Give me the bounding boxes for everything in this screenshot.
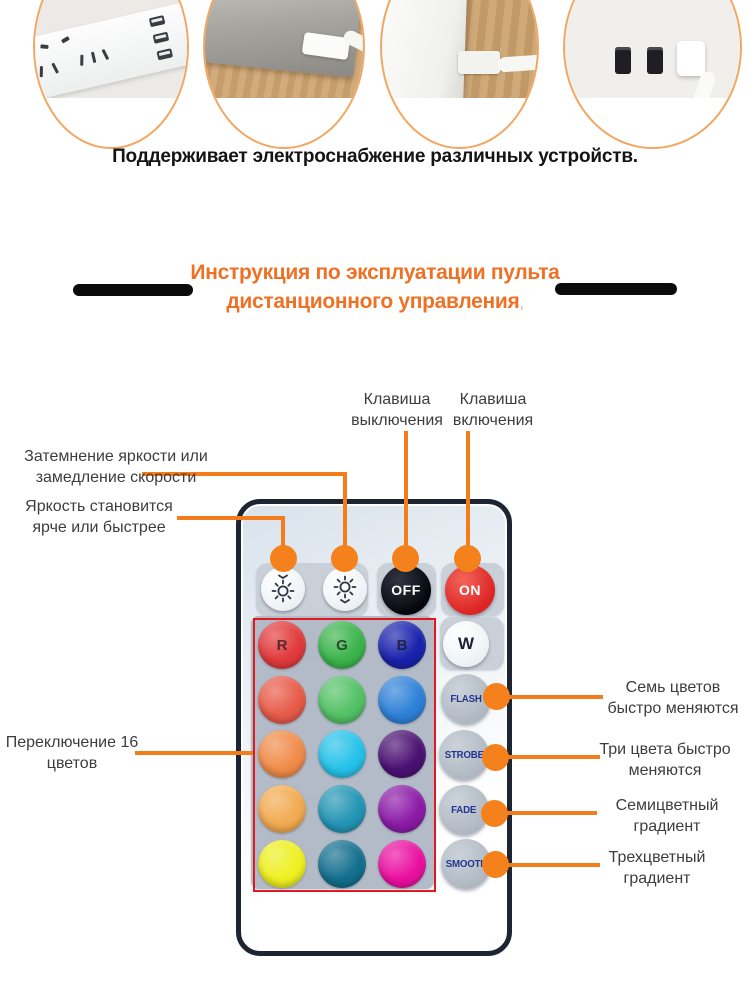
strobe-callout-dot	[482, 744, 509, 771]
bright-callout-line-v	[281, 516, 285, 558]
colors16-callout-line	[135, 751, 253, 755]
smooth-callout-label: Трехцветный градиент	[608, 849, 706, 887]
hero-caption: Поддерживает электроснабжение различных …	[112, 146, 638, 167]
color-button-3-b[interactable]: B	[378, 621, 426, 670]
section-title-line2: дистанционного управления,	[226, 290, 524, 313]
on-button[interactable]: ON	[445, 565, 495, 615]
color-button-5[interactable]	[318, 675, 366, 724]
usb-charger-graphic	[565, 0, 740, 98]
color-button-label: B	[396, 636, 408, 654]
dim-callout-label: Затемнение яркости или замедление скорос…	[24, 448, 208, 486]
fade-callout-line	[495, 811, 597, 815]
color-button-2-g[interactable]: G	[318, 621, 366, 670]
color-button-4[interactable]	[258, 675, 306, 724]
off-button[interactable]: OFF	[381, 565, 431, 615]
smooth-callout-dot	[482, 851, 509, 878]
color-button-14[interactable]	[318, 839, 366, 888]
colors16-callout-label: Переключение 16 цветов	[5, 734, 139, 772]
color-button-label: R	[276, 636, 288, 654]
color-button-13[interactable]	[258, 839, 306, 888]
white-device-body	[382, 0, 469, 98]
color-button-label: G	[336, 636, 348, 654]
dim-callout-dot	[331, 545, 358, 572]
title-rule-left	[73, 284, 193, 296]
laptop-usb-graphic	[205, 0, 363, 98]
power-strip-sockets-icon	[39, 15, 173, 78]
flash-callout-dot	[483, 683, 510, 710]
bright-callout-line-h	[177, 516, 283, 520]
usb-plug	[677, 41, 705, 76]
flash-callout-label: Семь цветов быстро меняются	[607, 679, 739, 717]
fade-button-label: FADE	[451, 804, 477, 816]
fade-button[interactable]: FADE	[439, 785, 489, 835]
usb-port-1	[615, 47, 631, 74]
brightness-up-button[interactable]	[261, 567, 305, 611]
usb-port-2	[647, 47, 663, 74]
off-callout-dot	[392, 545, 419, 572]
bright-callout-dot	[270, 545, 297, 572]
flash-button[interactable]: FLASH	[441, 674, 491, 724]
power-strip-graphic	[35, 0, 187, 98]
flash-button-label: FLASH	[450, 693, 482, 705]
photo-wall-cable	[380, 0, 539, 149]
smooth-callout-line	[496, 863, 600, 867]
flash-callout-line	[497, 695, 603, 699]
brightness-down-button[interactable]	[323, 567, 367, 611]
color-button-10[interactable]	[258, 785, 306, 834]
cable-connector	[458, 51, 500, 74]
strobe-button[interactable]: STROBE	[439, 730, 489, 780]
smooth-button-label: SMOOTH	[445, 858, 487, 870]
strobe-callout-line	[496, 755, 600, 759]
color-button-8[interactable]	[318, 730, 366, 779]
fade-callout-label: Семицветный градиент	[615, 797, 719, 835]
photo-laptop-usb	[203, 0, 365, 149]
white-color-button[interactable]: W	[443, 621, 489, 667]
sun-chevron-above-icon	[271, 574, 295, 603]
color-button-12[interactable]	[378, 785, 426, 834]
photo-power-strip	[33, 0, 189, 149]
power-strip-body	[35, 0, 187, 98]
sun-chevron-below-icon	[333, 575, 357, 604]
title-trailing-mark: ,	[519, 295, 524, 312]
color-button-11[interactable]	[318, 785, 366, 834]
off-callout-line	[404, 431, 408, 558]
color-button-15[interactable]	[378, 839, 426, 888]
fade-callout-dot	[481, 800, 508, 827]
section-title: Инструкция по эксплуатации пульта дистан…	[0, 258, 750, 318]
on-callout-dot	[454, 545, 481, 572]
off-callout-label: Клавиша выключения	[351, 391, 443, 429]
wall-cable-graphic	[382, 0, 537, 98]
bright-callout-label: Яркость становится ярче или быстрее	[25, 498, 173, 536]
title-rule-right	[555, 283, 677, 295]
color-button-6[interactable]	[378, 675, 426, 724]
dim-callout-line-v	[343, 472, 347, 558]
color-button-7[interactable]	[258, 730, 306, 779]
strobe-button-label: STROBE	[444, 749, 484, 761]
on-callout-line	[466, 431, 470, 558]
color-button-1-r[interactable]: R	[258, 621, 306, 670]
color-button-9[interactable]	[378, 730, 426, 779]
strobe-callout-label: Три цвета быстро меняются	[599, 741, 731, 779]
cable-tail	[497, 52, 537, 73]
photo-usb-charger	[563, 0, 742, 149]
dim-callout-line-h	[142, 472, 345, 476]
section-title-line1: Инструкция по эксплуатации пульта	[190, 261, 560, 284]
on-callout-label: Клавиша включения	[452, 391, 534, 429]
smooth-button[interactable]: SMOOTH	[441, 839, 491, 889]
